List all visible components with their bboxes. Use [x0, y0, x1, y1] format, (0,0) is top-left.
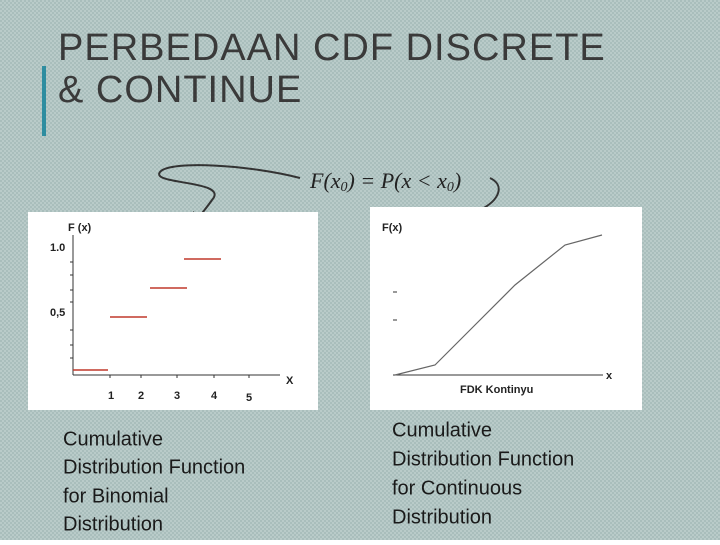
tick-label: 0,5: [50, 307, 65, 319]
caption-line: Cumulative: [392, 419, 492, 441]
formula-sub: 0: [447, 180, 454, 195]
caption-line: Distribution Function: [63, 456, 245, 478]
tick-marks: [70, 261, 250, 378]
caption-line: Distribution: [392, 506, 492, 528]
axis-label: X: [286, 375, 294, 387]
tick-label: 2: [138, 390, 144, 402]
caption-line: Cumulative: [63, 428, 163, 450]
tick-label: 3: [174, 390, 180, 402]
figure-caption: FDK Kontinyu: [460, 384, 533, 396]
formula-part: F(x: [309, 168, 341, 193]
formula-sub: 0: [341, 180, 348, 195]
tick-marks: [393, 291, 397, 321]
caption-line: Distribution Function: [392, 448, 574, 470]
curve: [394, 234, 603, 376]
left-figure: F (x) 1.0 0,5 X 1 2 3 4 5: [28, 212, 318, 410]
formula-part: ): [452, 168, 461, 193]
caption-line: for Continuous: [392, 477, 522, 499]
figure-panel: [370, 207, 642, 410]
right-figure: F(x) x FDK Kontinyu: [370, 207, 642, 410]
title-line: & CONTINUE: [58, 69, 302, 111]
tick-label: 4: [211, 390, 218, 402]
formula-part: ) = P(x < x: [346, 168, 448, 193]
caption-line: Distribution: [63, 513, 163, 535]
caption-line: for Binomial: [63, 485, 169, 507]
axis-label: F(x): [382, 222, 403, 234]
title-line: PERBEDAAN CDF DISCRETE: [58, 27, 606, 69]
axis-label: F (x): [68, 222, 92, 234]
figure-panel: [28, 212, 318, 410]
step-lines: [73, 258, 221, 371]
formula: F(x0) = P(x < x0): [309, 168, 461, 195]
tick-label: 1.0: [50, 242, 65, 254]
tick-label: 1: [108, 390, 114, 402]
accent-bar: [42, 66, 46, 136]
axis-label: x: [606, 370, 613, 382]
tick-label: 5: [246, 392, 252, 404]
arrow: [158, 164, 301, 229]
